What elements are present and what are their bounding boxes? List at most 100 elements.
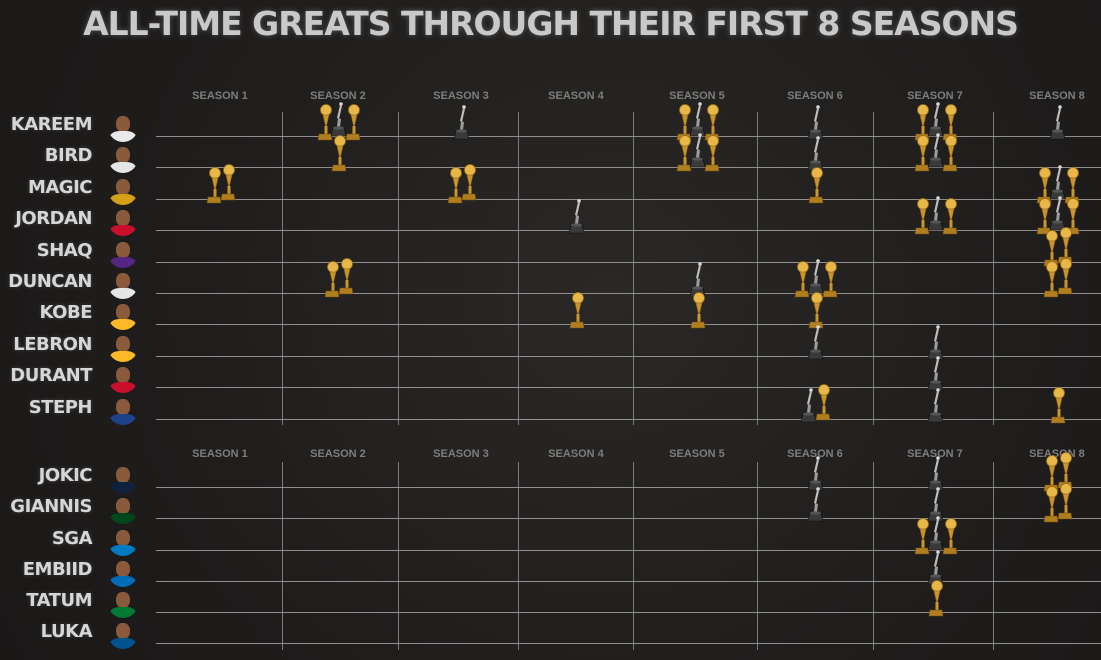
row-line [156,487,1101,488]
row-line [156,518,1101,519]
player-avatar [108,526,138,556]
column-divider [993,112,994,425]
championship-trophy-icon [343,104,361,142]
mvp-trophy-icon [1048,104,1066,142]
championship-trophy-icon [336,258,354,296]
season-header-7: SEASON 7 [907,448,963,460]
mvp-trophy-icon [926,515,944,553]
mvp-trophy-icon [1048,195,1066,233]
row-line [156,612,1101,613]
player-name-durant: DURANT [10,365,92,386]
championship-trophy-icon [912,518,930,556]
row-line [156,581,1101,582]
season-header-1: SEASON 1 [192,90,248,102]
championship-trophy-icon [459,164,477,202]
row-line [156,387,1101,388]
row-line [156,293,1101,294]
championship-trophy-icon [1055,452,1073,490]
column-divider [633,462,634,650]
player-avatar [108,494,138,524]
column-divider [398,112,399,425]
column-divider [282,112,283,425]
player-name-kareem: KAREEM [10,114,93,135]
championship-trophy-icon [702,104,720,142]
championship-trophy-icon [1041,261,1059,299]
player-name-bird: BIRD [44,145,93,166]
column-divider [398,462,399,650]
column-divider [993,462,994,650]
season-header-3: SEASON 3 [433,448,489,460]
row-line [156,167,1101,168]
player-avatar [108,588,138,618]
row-line [156,550,1101,551]
season-header-6: SEASON 6 [787,90,843,102]
season-header-4: SEASON 4 [548,448,604,460]
season-header-2: SEASON 2 [310,448,366,460]
row-line [156,419,1101,420]
championship-trophy-icon [218,164,236,202]
row-line [156,262,1101,263]
mvp-trophy-icon [926,195,944,233]
championship-trophy-icon [806,292,824,330]
player-avatar [108,238,138,268]
player-name-sga: SGA [51,528,93,549]
season-header-8: SEASON 8 [1029,90,1085,102]
championship-trophy-icon [912,135,930,173]
championship-trophy-icon [813,384,831,422]
mvp-trophy-icon [329,101,347,139]
player-name-luka: LUKA [40,621,93,642]
player-name-magic: MAGIC [27,177,93,198]
player-avatar [108,332,138,362]
mvp-trophy-icon [806,486,824,524]
season-header-5: SEASON 5 [669,90,725,102]
championship-trophy-icon [688,292,706,330]
championship-trophy-icon [940,518,958,556]
championship-trophy-icon [820,261,838,299]
row-line [156,199,1101,200]
mvp-trophy-icon [806,258,824,296]
player-avatar [108,463,138,493]
player-name-jokic: JOKIC [38,465,93,486]
column-divider [633,112,634,425]
mvp-trophy-icon [1048,164,1066,202]
player-name-kobe: KOBE [39,302,93,323]
player-avatar [108,363,138,393]
player-avatar [108,206,138,236]
player-avatar [108,175,138,205]
championship-trophy-icon [1048,387,1066,425]
mvp-trophy-icon [799,387,817,425]
championship-trophy-icon [322,261,340,299]
column-divider [282,462,283,650]
mvp-trophy-icon [926,132,944,170]
championship-trophy-icon [940,198,958,236]
championship-trophy-icon [674,135,692,173]
championship-trophy-icon [702,135,720,173]
season-header-6: SEASON 6 [787,448,843,460]
player-name-tatum: TATUM [26,590,92,611]
championship-trophy-icon [806,167,824,205]
championship-trophy-icon [912,198,930,236]
season-header-5: SEASON 5 [669,448,725,460]
row-line [156,136,1101,137]
mvp-trophy-icon [452,104,470,142]
mvp-trophy-icon [926,324,944,362]
player-avatar [108,143,138,173]
mvp-trophy-icon [806,324,824,362]
player-name-duncan: DUNCAN [8,271,92,292]
row-line [156,230,1101,231]
player-name-steph: STEPH [28,397,93,418]
championship-trophy-icon [204,167,222,205]
season-header-3: SEASON 3 [433,90,489,102]
player-avatar [108,112,138,142]
column-divider [873,112,874,425]
player-avatar [108,395,138,425]
championship-trophy-icon [792,261,810,299]
championship-trophy-icon [329,135,347,173]
season-header-7: SEASON 7 [907,90,963,102]
player-name-lebron: LEBRON [13,334,92,355]
mvp-trophy-icon [688,132,706,170]
player-avatar [108,300,138,330]
player-name-embiid: EMBIID [22,559,93,580]
championship-trophy-icon [315,104,333,142]
player-name-jordan: JORDAN [15,208,92,229]
